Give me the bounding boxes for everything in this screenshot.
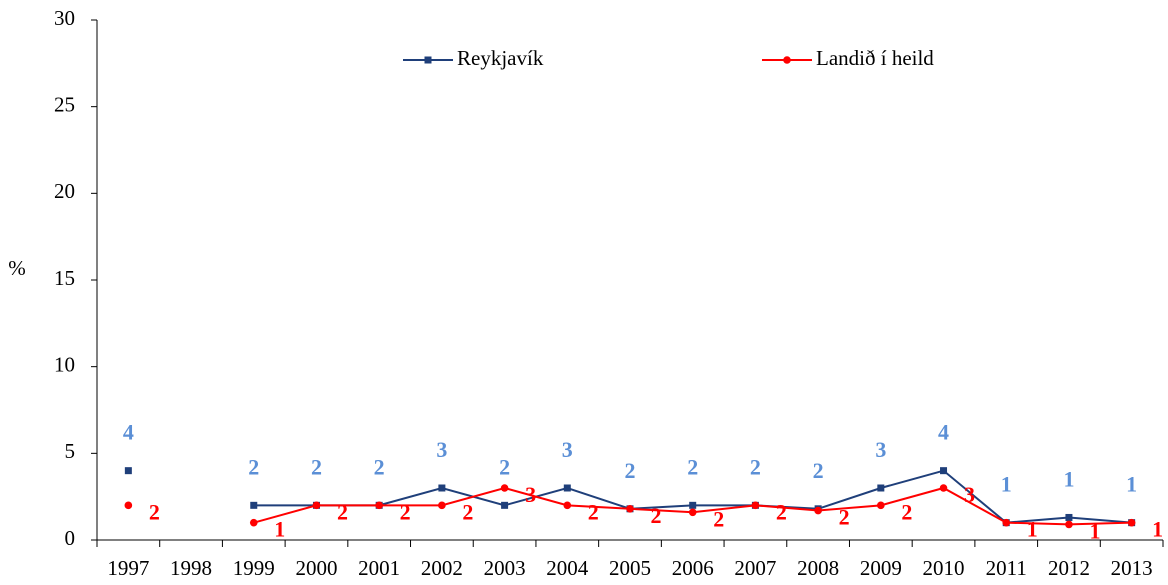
marker [1002, 518, 1011, 527]
marker [501, 501, 509, 509]
marker [1127, 518, 1136, 527]
y-tick-label: 0 [65, 526, 76, 550]
marker [563, 501, 572, 510]
x-tick-label: 2009 [860, 556, 902, 580]
marker [1065, 513, 1073, 521]
marker [689, 501, 697, 509]
data-label: 2 [400, 499, 411, 524]
x-tick-label: 2004 [546, 556, 589, 580]
data-label: 2 [651, 503, 662, 528]
marker [626, 505, 634, 513]
data-label: 2 [337, 499, 348, 524]
marker [500, 484, 509, 492]
legend-label: Reykjavík [457, 46, 544, 70]
data-label: 2 [687, 454, 698, 479]
marker [312, 501, 321, 510]
marker [375, 501, 383, 510]
marker [939, 484, 948, 492]
data-label: 1 [1126, 472, 1137, 497]
data-label: 2 [149, 499, 160, 524]
x-tick-label: 2003 [484, 556, 526, 580]
legend-label: Landið í heild [816, 46, 934, 70]
data-label: 2 [374, 454, 385, 479]
data-label: 3 [436, 437, 447, 462]
data-label: 3 [562, 437, 573, 462]
data-label: 1 [1001, 472, 1012, 497]
marker [124, 467, 132, 475]
x-tick-label: 1999 [233, 556, 275, 580]
data-label: 4 [123, 420, 134, 445]
x-tick-label: 2005 [609, 556, 651, 580]
marker [877, 484, 885, 492]
data-label: 2 [625, 458, 636, 483]
y-axis-label: % [8, 256, 26, 280]
x-tick-label: 1997 [107, 556, 149, 580]
data-label: 3 [964, 482, 975, 507]
data-label: 2 [901, 499, 912, 524]
data-label: 2 [248, 454, 259, 479]
y-tick-label: 20 [54, 179, 75, 203]
y-tick-label: 30 [54, 6, 75, 30]
marker [877, 501, 885, 510]
x-tick-label: 2011 [986, 556, 1027, 580]
y-tick-label: 10 [54, 352, 75, 376]
marker [563, 484, 571, 492]
marker [250, 501, 258, 509]
data-label: 2 [311, 454, 322, 479]
data-label: 2 [839, 505, 850, 530]
data-label: 2 [462, 499, 473, 524]
data-label: 1 [1027, 517, 1038, 542]
data-label: 1 [1089, 518, 1100, 543]
x-tick-label: 2002 [421, 556, 463, 580]
data-label: 2 [588, 499, 599, 524]
x-tick-label: 2000 [295, 556, 337, 580]
y-tick-label: 5 [65, 439, 76, 463]
x-tick-label: 2006 [672, 556, 714, 580]
y-tick-label: 15 [54, 266, 75, 290]
marker [751, 501, 760, 510]
y-tick-label: 25 [54, 92, 75, 116]
x-tick-label: 2001 [358, 556, 400, 580]
x-tick-label: 2012 [1048, 556, 1090, 580]
marker [688, 508, 697, 517]
x-tick-label: 2008 [797, 556, 839, 580]
x-tick-label: 1998 [170, 556, 212, 580]
data-label: 2 [713, 506, 724, 531]
data-label: 2 [776, 499, 787, 524]
x-tick-label: 2010 [923, 556, 965, 580]
x-tick-label: 2007 [734, 556, 776, 580]
marker [249, 518, 258, 527]
data-label: 1 [1152, 517, 1163, 542]
marker [438, 484, 446, 492]
marker [124, 501, 133, 510]
data-label: 2 [813, 458, 824, 483]
x-tick-label: 2013 [1111, 556, 1153, 580]
marker [1065, 520, 1073, 529]
data-label: 2 [499, 454, 510, 479]
data-label: 1 [274, 517, 285, 542]
marker [940, 467, 948, 475]
data-label: 2 [750, 454, 761, 479]
data-label: 3 [875, 437, 886, 462]
data-label: 4 [938, 420, 949, 445]
marker [783, 56, 791, 64]
marker [814, 506, 822, 515]
marker [424, 56, 432, 64]
data-label: 1 [1063, 467, 1074, 492]
data-label: 3 [525, 482, 536, 507]
marker [438, 501, 446, 510]
